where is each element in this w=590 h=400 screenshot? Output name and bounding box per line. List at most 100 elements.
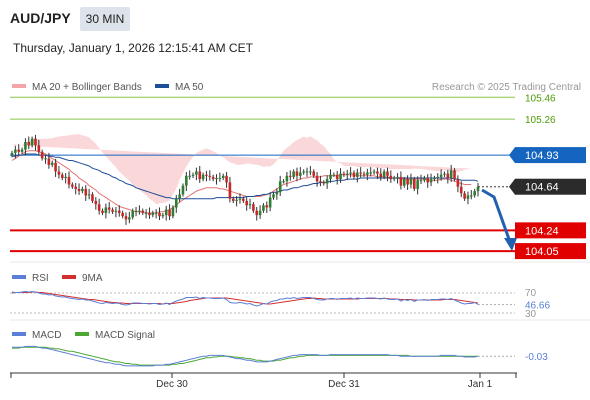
candle-body (40, 151, 44, 159)
candle-body (97, 204, 101, 211)
candle (238, 193, 242, 204)
candle-body (352, 172, 356, 177)
candle-body (84, 188, 88, 196)
candle-body (459, 186, 463, 194)
candle-body (456, 179, 460, 187)
time-axis-label: Dec 31 (328, 379, 360, 390)
candle-body (349, 172, 352, 174)
candle (312, 169, 316, 178)
candle (74, 182, 77, 195)
candle-body (399, 176, 403, 186)
candle-body (305, 171, 309, 173)
candle-body (124, 216, 128, 220)
candle-body (144, 212, 148, 214)
candle (436, 173, 440, 184)
candle-body (476, 186, 480, 192)
candle-body (285, 175, 289, 182)
candle (231, 196, 235, 204)
candle-body (473, 191, 476, 196)
candle-body (148, 212, 151, 216)
candle-body (138, 210, 141, 212)
candle (446, 169, 450, 184)
candle-body (10, 152, 14, 156)
candle-body (221, 175, 225, 178)
macd-current-label: -0.03 (525, 352, 548, 363)
candle (426, 174, 430, 188)
candle (37, 139, 41, 156)
time-axis-label: Jan 1 (468, 379, 493, 390)
current-price-pointer (509, 178, 515, 195)
macd-legend-swatch (12, 332, 26, 336)
candle-body (258, 210, 262, 216)
candle (154, 209, 158, 219)
candle-body (50, 162, 54, 165)
candle-body (188, 175, 191, 177)
candle (352, 170, 356, 180)
candle (27, 136, 31, 150)
candle (379, 168, 383, 181)
candle-body (242, 198, 245, 201)
candle-body (44, 158, 47, 160)
candle-body (151, 212, 155, 216)
candle (329, 169, 332, 183)
candle (188, 170, 191, 180)
candle-body (57, 171, 61, 175)
candle (54, 158, 57, 177)
candle (389, 170, 393, 183)
candle-body (24, 142, 27, 150)
resistance-label: 105.26 (525, 115, 556, 126)
candle-body (315, 175, 319, 182)
chart-datetime: Thursday, January 1, 2026 12:15:41 AM CE… (13, 41, 253, 55)
candle (87, 188, 91, 200)
candle (67, 171, 71, 189)
candle-body (238, 198, 242, 200)
candle-body (168, 209, 171, 217)
rsi-level-label: 70 (525, 288, 537, 299)
candle-body (128, 217, 131, 220)
candle (64, 173, 67, 184)
candle-body (396, 176, 399, 178)
candle (128, 211, 131, 224)
candle-body (77, 188, 81, 192)
candle-body (37, 145, 41, 152)
candle (272, 192, 275, 200)
rsi-line (11, 290, 479, 307)
candle (20, 147, 24, 154)
candle (456, 175, 460, 193)
macd-legend-label: MACD (32, 330, 61, 341)
bollinger-band (12, 134, 472, 205)
candle-body (272, 194, 275, 198)
candle (463, 191, 466, 201)
candle-body (268, 197, 272, 208)
candle-body (426, 178, 430, 183)
candle-body (335, 174, 339, 180)
timeframe-button[interactable]: 30 MIN (80, 7, 130, 31)
candle-body (339, 173, 342, 180)
candle (278, 175, 282, 196)
candle (164, 205, 168, 221)
candle (285, 172, 289, 187)
candle (325, 175, 329, 189)
candle (362, 171, 366, 177)
candle (299, 167, 302, 180)
candle (47, 152, 51, 169)
candle-body (382, 171, 386, 177)
candle (121, 210, 124, 219)
candle (57, 166, 61, 179)
candle-body (185, 175, 188, 186)
rsi-ma-legend-swatch (62, 275, 76, 279)
candle-body (379, 173, 383, 177)
rsi-legend: RSI 9MA (12, 273, 103, 284)
credit-text: Research © 2025 Trading Central (432, 82, 581, 93)
candle-body (211, 176, 215, 180)
candle (198, 166, 202, 183)
candle-body (436, 176, 440, 178)
candle (17, 144, 21, 156)
candle-body (121, 212, 124, 217)
candle-body (64, 176, 67, 178)
candle (469, 190, 473, 200)
macd-line (12, 345, 479, 367)
candle (295, 167, 299, 182)
candle (141, 208, 145, 216)
macd-signal-legend-label: MACD Signal (95, 330, 155, 341)
